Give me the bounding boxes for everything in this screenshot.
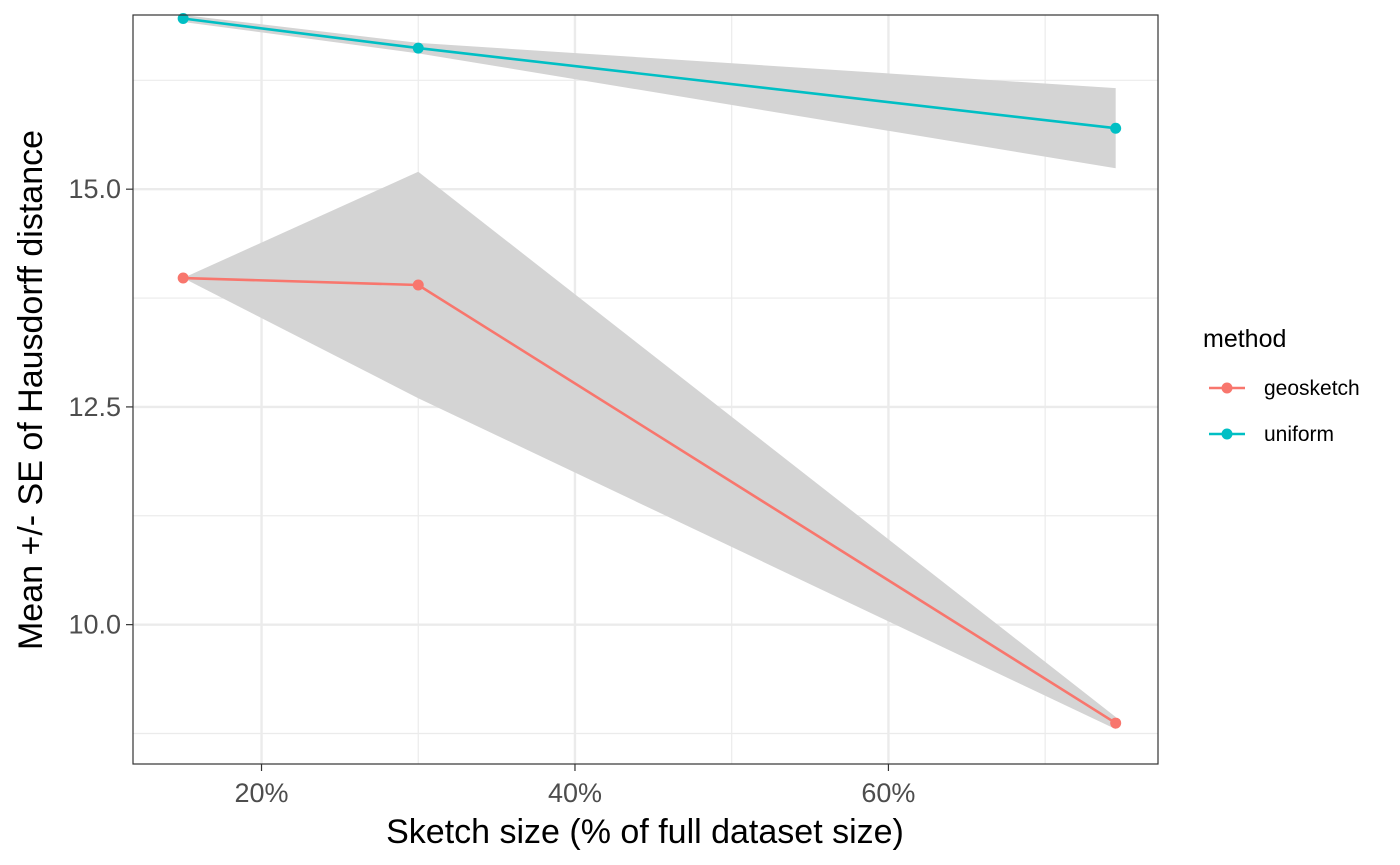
y-axis-title: Mean +/- SE of Hausdorff distance xyxy=(12,130,50,650)
geosketch-point xyxy=(412,279,424,291)
uniform-point xyxy=(412,42,424,54)
y-axis: 10.0 12.5 15.0 xyxy=(68,174,133,640)
geosketch-point xyxy=(1110,717,1122,729)
x-tick-label: 20% xyxy=(234,778,288,808)
legend-key-point xyxy=(1221,428,1233,440)
x-axis-title: Sketch size (% of full dataset size) xyxy=(386,813,904,851)
geosketch-se-ribbon xyxy=(183,171,1116,730)
legend-key-point xyxy=(1221,382,1233,394)
x-axis: 20% 40% 60% xyxy=(234,764,915,808)
series-points xyxy=(177,12,1122,729)
x-tick-label: 40% xyxy=(548,778,602,808)
legend-item-uniform: uniform xyxy=(1209,423,1334,446)
y-tick-label: 10.0 xyxy=(68,610,121,640)
legend-label: geosketch xyxy=(1264,377,1360,400)
plot-panel-border xyxy=(132,14,1159,765)
y-tick-label: 12.5 xyxy=(68,392,121,422)
geosketch-point xyxy=(177,272,189,284)
uniform-point xyxy=(1110,122,1122,134)
legend: method geosketch uniform xyxy=(1203,325,1360,446)
legend-label: uniform xyxy=(1264,423,1334,446)
legend-title: method xyxy=(1203,325,1286,353)
y-tick-label: 15.0 xyxy=(68,174,121,204)
uniform-point xyxy=(177,12,189,24)
x-tick-label: 60% xyxy=(861,778,915,808)
legend-item-geosketch: geosketch xyxy=(1209,377,1360,400)
